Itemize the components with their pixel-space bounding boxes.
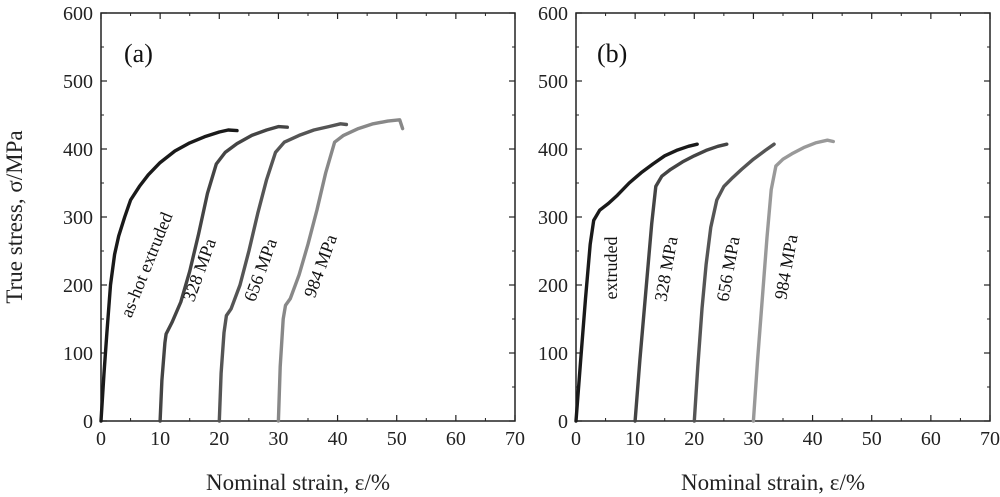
series-line-4	[276, 118, 405, 423]
x-tick-label: 60	[921, 428, 941, 450]
curve-annotation: 328 MPa	[179, 236, 220, 304]
x-tick-label: 30	[268, 428, 288, 450]
x-tick-label: 10	[625, 428, 645, 450]
y-tick-label: 200	[538, 275, 568, 297]
x-tick-label: 60	[446, 428, 466, 450]
y-tick-label: 500	[538, 71, 568, 93]
y-tick-label: 100	[538, 343, 568, 365]
series-line-2	[633, 142, 729, 423]
x-tick-label: 0	[96, 428, 106, 450]
series-line-4	[751, 138, 835, 423]
panel-label: (a)	[124, 39, 153, 68]
chart-panel-a: 0 10 20 30 40 50 60 70 0 100 200 300 400 500 600 as-hot…	[63, 3, 525, 495]
curve-annotation: 656 MPa	[240, 236, 281, 304]
x-tick-label: 20	[684, 428, 704, 450]
series-line-1	[574, 142, 699, 423]
y-tick-label: 400	[538, 139, 568, 161]
chart-panel-b: 0 10 20 30 40 50 60 70 0 100 200 300 400 500 600 extrud…	[538, 3, 1000, 495]
y-tick-label: 600	[63, 3, 93, 25]
y-tick-label: 0	[558, 411, 568, 433]
curve-annotation: 984 MPa	[300, 232, 341, 300]
x-tick-label: 10	[150, 428, 170, 450]
x-tick-label: 70	[505, 428, 525, 450]
series-line-3	[217, 122, 349, 423]
y-tick-label: 200	[63, 275, 93, 297]
curve-annotation: as-hot extruded	[116, 209, 176, 320]
x-tick-label: 50	[862, 428, 882, 450]
x-axis-title: Nominal strain, ε/%	[681, 470, 865, 495]
x-tick-label: 30	[743, 428, 763, 450]
y-axis-title: True stress, σ/MPa	[2, 130, 27, 303]
x-tick-label: 20	[209, 428, 229, 450]
curve-annotation: 328 MPa	[651, 235, 682, 303]
y-tick-label: 300	[63, 207, 93, 229]
curve-annotation: 656 MPa	[713, 235, 744, 303]
series-line-1	[99, 128, 239, 423]
y-tick-label: 600	[538, 3, 568, 25]
plot-frame	[575, 12, 991, 422]
x-tick-label: 40	[328, 428, 348, 450]
x-tick-label: 50	[387, 428, 407, 450]
panel-label: (b)	[597, 39, 627, 68]
y-tick-label: 500	[63, 71, 93, 93]
y-tick-label: 300	[538, 207, 568, 229]
series-line-3	[692, 142, 776, 423]
x-tick-label: 40	[803, 428, 823, 450]
x-axis-title: Nominal strain, ε/%	[206, 470, 390, 495]
y-tick-label: 400	[63, 139, 93, 161]
curve-annotation: 984 MPa	[771, 233, 802, 301]
series-line-2	[158, 124, 289, 423]
curve-annotation: extruded	[601, 237, 621, 300]
x-tick-label: 0	[571, 428, 581, 450]
x-tick-label: 70	[980, 428, 1000, 450]
y-tick-label: 0	[83, 411, 93, 433]
y-tick-label: 100	[63, 343, 93, 365]
